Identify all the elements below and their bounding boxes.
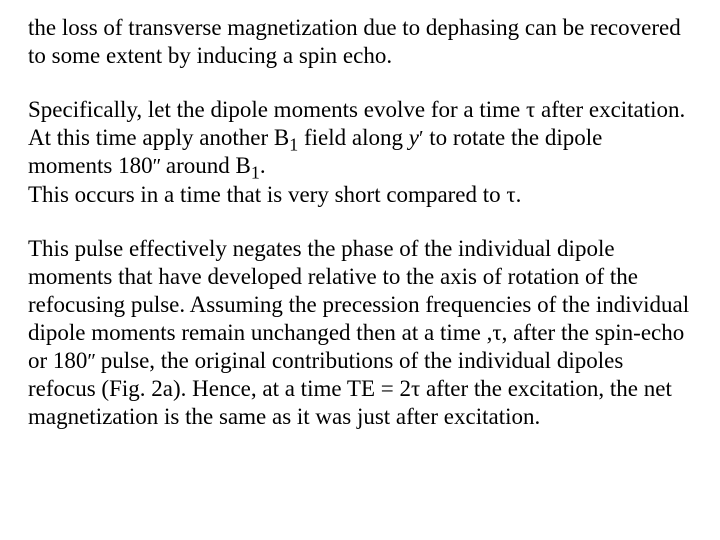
tau-symbol-4: τ [411, 376, 420, 401]
p2-text-3: field along [298, 125, 409, 150]
y-prime: y [409, 125, 419, 150]
subscript-2: 1 [251, 163, 260, 183]
p2-text-1: Specifically, let the dipole moments evo… [28, 97, 526, 122]
prime-mark-3: ʺ [87, 351, 95, 373]
tau-symbol: τ [526, 97, 535, 122]
paragraph-2: Specifically, let the dipole moments evo… [28, 96, 692, 209]
p1-text: the loss of transverse magnetization due… [28, 15, 681, 68]
tau-symbol-3: τ [492, 320, 501, 345]
tau-symbol-2: τ [506, 182, 515, 207]
p2-text-7: . [516, 182, 522, 207]
p2-text-6: This occurs in a time that is very short… [28, 182, 506, 207]
paragraph-1: the loss of transverse magnetization due… [28, 14, 692, 70]
p2-text-5: around B [160, 153, 251, 178]
paragraph-3: This pulse effectively negates the phase… [28, 235, 692, 432]
subscript-1: 1 [289, 135, 298, 155]
p2-dot: . [260, 153, 266, 178]
page-body: the loss of transverse magnetization due… [0, 0, 720, 431]
